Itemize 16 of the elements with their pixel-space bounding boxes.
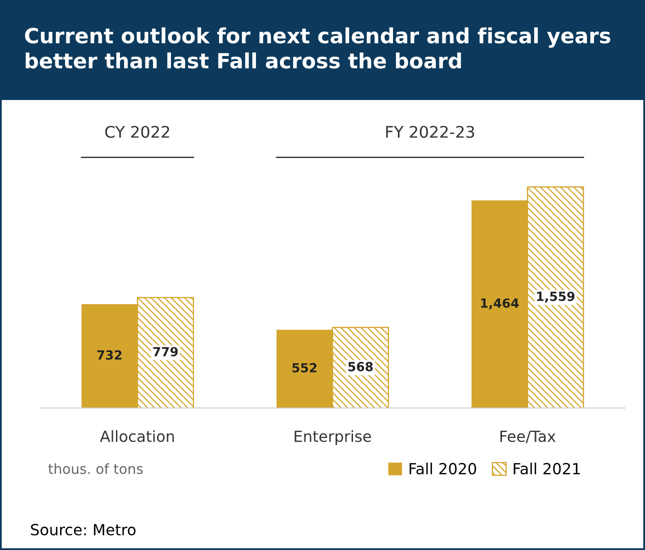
data-label: 568 bbox=[348, 362, 373, 372]
data-label: 732 bbox=[97, 350, 122, 360]
x-tick-label: Enterprise bbox=[294, 430, 371, 446]
chart-title: Current outlook for next calendar and fiscal years better than last Fall across the board bbox=[25, 27, 610, 69]
data-label: 1,464 bbox=[481, 298, 519, 310]
x-tick-label: Fee/Tax bbox=[500, 430, 556, 444]
text: FY 2022-23 bbox=[386, 126, 474, 138]
text: thous. of tons bbox=[48, 463, 143, 474]
source-note: Source: Metro bbox=[31, 524, 136, 536]
legend-label: Fall 2021 bbox=[514, 462, 580, 474]
data-label: 779 bbox=[153, 346, 178, 356]
text: CY 2022 bbox=[105, 126, 170, 138]
legend-label: Fall 2020 bbox=[410, 462, 476, 474]
data-label: 1,559 bbox=[537, 292, 574, 303]
data-label: 552 bbox=[292, 363, 316, 372]
x-tick-label: Allocation bbox=[100, 430, 174, 442]
